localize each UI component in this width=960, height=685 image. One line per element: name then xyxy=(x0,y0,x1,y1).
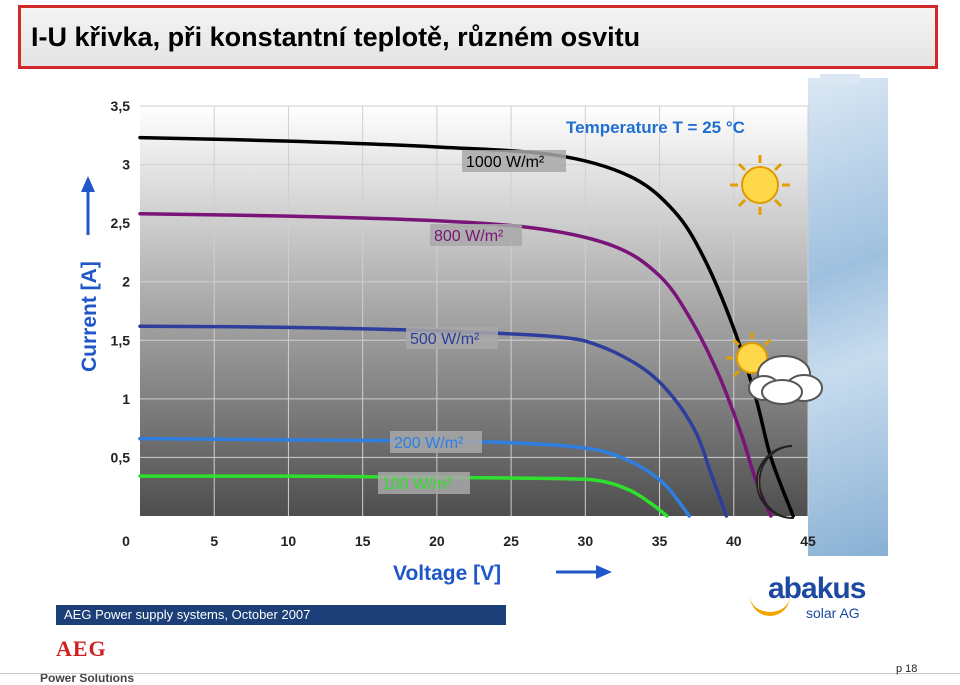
series-label: 500 W/m² xyxy=(406,327,498,349)
series-line xyxy=(138,212,773,518)
y-tick-label: 0,5 xyxy=(111,449,131,465)
y-axis-title: Current [A] xyxy=(78,261,101,372)
series-line xyxy=(138,436,691,518)
abakus-swoosh xyxy=(750,594,790,616)
x-tick-label: 10 xyxy=(281,533,297,549)
sun-cloud-icon xyxy=(726,332,823,405)
x-tick-labels: 0 5 10 15 20 25 30 35 40 45 xyxy=(122,533,816,549)
aeg-subtitle: Power Solutions xyxy=(40,671,135,685)
moon-icon xyxy=(756,445,795,520)
page-title: I-U křivka, při konstantní teplotě, různ… xyxy=(31,22,641,52)
aeg-logo: AEG xyxy=(56,636,107,661)
x-tick-label: 20 xyxy=(429,533,445,549)
abakus-logo: abakus xyxy=(768,572,866,605)
y-tick-label: 2 xyxy=(122,274,130,290)
title-box: I-U křivka, při konstantní teplotě, různ… xyxy=(18,5,938,69)
series-label: 1000 W/m² xyxy=(462,150,566,172)
y-tick-label: 2,5 xyxy=(111,215,131,231)
x-tick-label: 40 xyxy=(726,533,742,549)
y-tick-label: 3,5 xyxy=(111,98,131,114)
series-label: 100 W/m² xyxy=(378,472,470,494)
series-line xyxy=(138,324,729,518)
x-tick-label: 35 xyxy=(652,533,668,549)
footer-divider xyxy=(0,673,960,674)
solar-panel-background-top xyxy=(820,74,860,84)
x-axis-title-group: Voltage [V] xyxy=(393,562,612,585)
y-tick-label: 3 xyxy=(122,157,130,173)
series-labels: 1000 W/m² 800 W/m² 500 W/m² 200 W/m² 100 W/m… xyxy=(378,150,566,494)
series-label-text: 200 W/m² xyxy=(394,435,464,452)
series-label: 200 W/m² xyxy=(390,431,482,453)
x-tick-label: 25 xyxy=(503,533,519,549)
x-tick-label: 30 xyxy=(578,533,594,549)
x-axis-title: Voltage [V] xyxy=(393,562,501,585)
series-label-text: 100 W/m² xyxy=(382,476,452,493)
temperature-annotation: Temperature T = 25 °C xyxy=(566,118,745,137)
series-line xyxy=(138,474,669,518)
series-label: 800 W/m² xyxy=(430,224,522,246)
y-tick-labels: 0,5 1 1,5 2 2,5 3 3,5 xyxy=(111,98,131,465)
footer-bar: AEG Power supply systems, October 2007 xyxy=(56,605,506,625)
abakus-subtitle: solar AG xyxy=(806,605,860,621)
solar-panel-background xyxy=(808,78,888,556)
series-label-text: 1000 W/m² xyxy=(466,154,545,171)
y-axis-title-group: Current [A] xyxy=(78,176,101,372)
x-tick-label: 45 xyxy=(800,533,816,549)
x-tick-label: 5 xyxy=(210,533,218,549)
x-tick-label: 0 xyxy=(122,533,130,549)
series-label-text: 500 W/m² xyxy=(410,331,480,348)
page-number: p 18 xyxy=(896,663,918,675)
x-tick-label: 15 xyxy=(355,533,371,549)
y-tick-label: 1 xyxy=(122,391,130,407)
series-label-text: 800 W/m² xyxy=(434,228,504,245)
sun-icon xyxy=(730,155,790,215)
y-tick-label: 1,5 xyxy=(111,332,131,348)
